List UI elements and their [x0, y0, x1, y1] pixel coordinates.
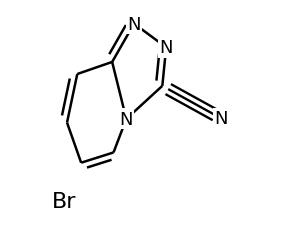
Text: N: N — [127, 16, 141, 33]
Text: Br: Br — [52, 191, 76, 211]
Text: N: N — [119, 111, 133, 128]
Text: N: N — [215, 110, 228, 128]
Text: N: N — [159, 39, 173, 57]
